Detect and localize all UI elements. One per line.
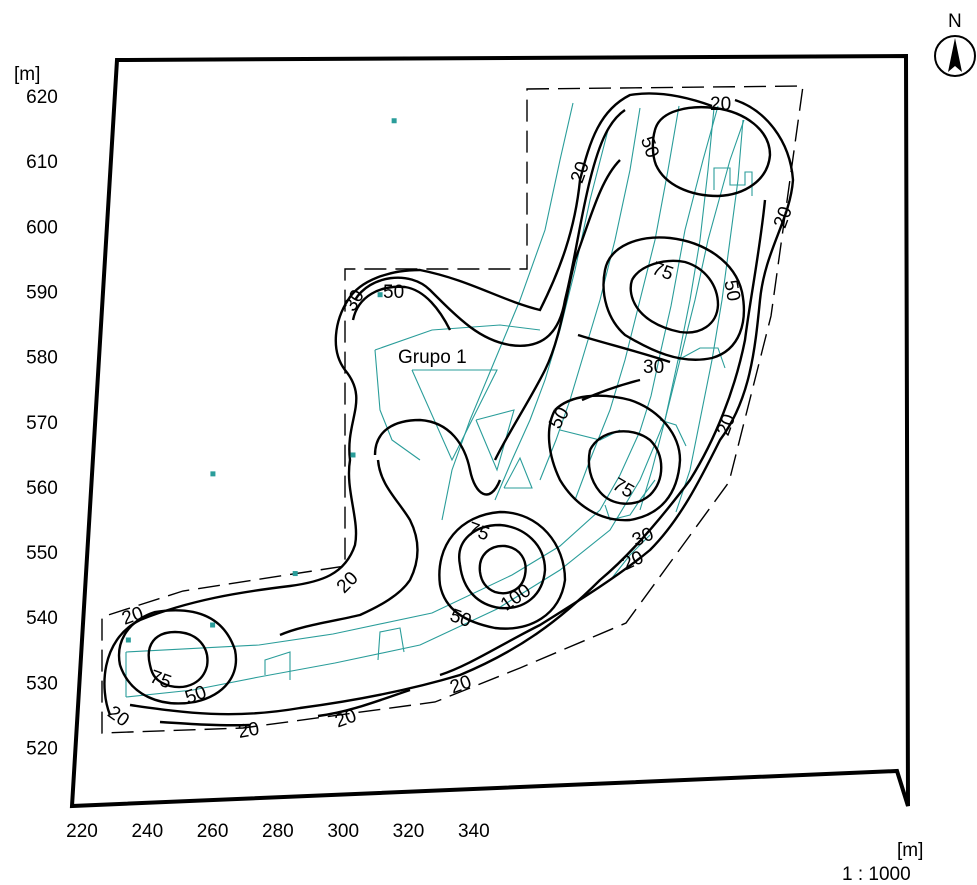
luminaire-marker — [125, 637, 131, 643]
y-tick-label: 610 — [26, 152, 58, 173]
y-tick-label: 570 — [26, 413, 58, 434]
x-tick-label: 220 — [66, 821, 98, 842]
y-tick-label: 530 — [26, 673, 58, 694]
north-label: N — [948, 11, 962, 32]
y-tick-label: 580 — [26, 348, 58, 369]
site-boundary — [69, 53, 910, 809]
iso-label-75: 75 — [649, 258, 676, 285]
x-axis-ticks: 220 240 260 280 300 320 340 — [66, 821, 490, 842]
y-tick-label: 540 — [26, 608, 58, 629]
x-axis-unit: [m] — [897, 840, 923, 861]
scale-label: 1 : 1000 — [842, 864, 911, 885]
y-tick-label: 550 — [26, 543, 58, 564]
y-tick-label: 520 — [26, 739, 58, 760]
iso-label-75: 75 — [465, 518, 492, 545]
group-label: Grupo 1 — [398, 347, 467, 368]
y-tick-label: 620 — [26, 87, 58, 108]
iso-label-30: 30 — [643, 357, 664, 378]
y-axis-unit: [m] — [14, 64, 40, 85]
iso-label-50: 50 — [719, 278, 743, 302]
luminaire-marker — [292, 571, 298, 577]
luminaire-marker — [350, 452, 356, 458]
iso-label-20: 20 — [119, 603, 146, 630]
iso-label-20: 20 — [333, 568, 363, 598]
iso-label-50: 50 — [447, 605, 474, 632]
iso-label-20: 20 — [236, 719, 260, 743]
y-axis-ticks: 520 530 540 550 560 570 580 590 600 610 620 — [26, 87, 58, 760]
luminaire-marker — [210, 471, 216, 477]
iso-label-75: 75 — [609, 474, 638, 503]
iso-label-50: 50 — [383, 282, 404, 303]
north-arrow-icon: N — [934, 11, 976, 77]
x-tick-label: 340 — [458, 821, 490, 842]
iso-label-20: 20 — [332, 705, 359, 732]
calculation-area-outline — [101, 85, 804, 734]
luminaire-markers — [125, 118, 397, 643]
x-tick-label: 300 — [327, 821, 359, 842]
iso-label-50: 50 — [636, 134, 663, 161]
iso-label-100: 100 — [497, 580, 535, 615]
luminaire-marker — [391, 118, 397, 124]
isolines — [103, 92, 795, 727]
y-tick-label: 600 — [26, 217, 58, 238]
y-tick-label: 560 — [26, 478, 58, 499]
teal-grid-lines — [125, 102, 753, 698]
iso-label-20: 20 — [710, 94, 731, 115]
y-tick-label: 590 — [26, 282, 58, 303]
luminaire-marker — [210, 622, 216, 628]
iso-label-20: 20 — [770, 204, 797, 231]
x-tick-label: 280 — [262, 821, 294, 842]
x-tick-label: 260 — [197, 821, 229, 842]
x-tick-label: 240 — [131, 821, 163, 842]
iso-label-20: 20 — [447, 671, 474, 698]
x-tick-label: 320 — [393, 821, 425, 842]
isoline-labels: 20 50 20 20 75 50 30 50 30 50 20 75 75 3… — [103, 94, 796, 743]
luminaire-marker — [377, 292, 383, 298]
